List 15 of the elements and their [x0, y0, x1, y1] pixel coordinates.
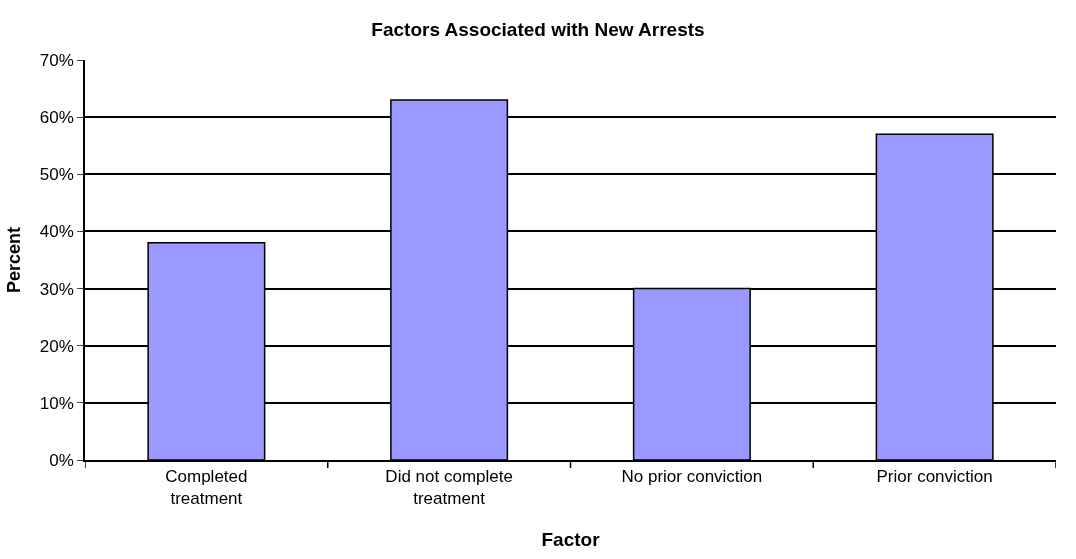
- chart-title: Factors Associated with New Arrests: [371, 18, 705, 40]
- x-tick-label: Did not complete treatment: [385, 467, 513, 509]
- y-axis-title: Percent: [3, 226, 24, 294]
- x-tick-label: Completed treatment: [165, 467, 248, 509]
- y-tick-label: 50%: [39, 165, 74, 185]
- y-tick-label: 20%: [39, 336, 74, 356]
- y-tick-label: 10%: [39, 393, 74, 413]
- x-tick-label: No prior conviction: [621, 467, 763, 487]
- x-tick-label: Prior conviction: [876, 467, 993, 487]
- y-tick-label: 30%: [39, 279, 74, 299]
- y-tick-label: 0%: [49, 450, 74, 470]
- y-tick-label: 60%: [39, 108, 74, 128]
- x-axis-title: Factor: [541, 528, 601, 550]
- y-tick-label: 70%: [39, 50, 74, 70]
- y-tick-label: 40%: [39, 222, 74, 242]
